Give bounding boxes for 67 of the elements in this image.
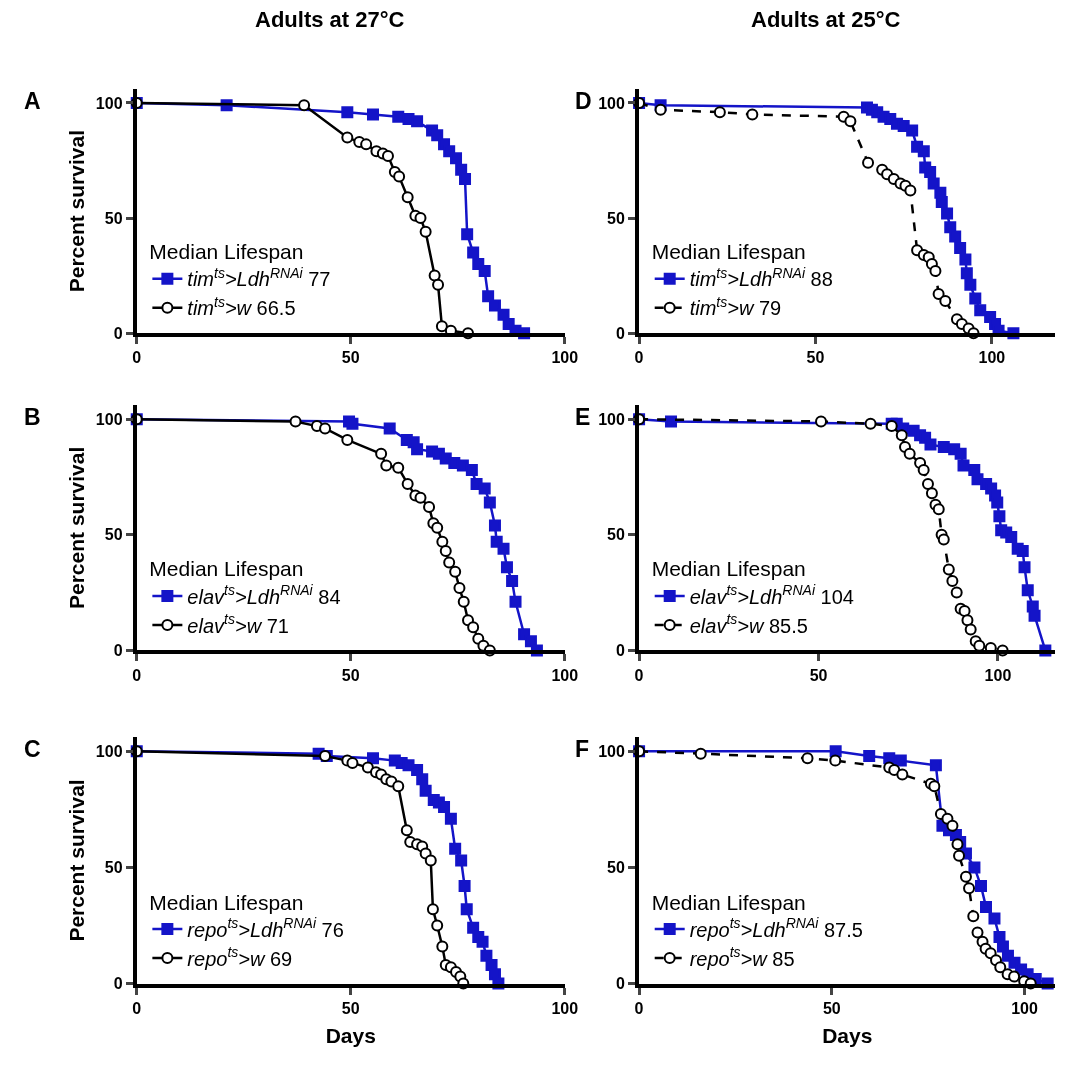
y-axis-title: Percent survival <box>65 446 89 609</box>
legend-title: Median Lifespan <box>651 890 806 914</box>
y-tick-label: 100 <box>598 410 625 428</box>
y-tick-label: 100 <box>598 94 625 112</box>
x-axis-title: Days <box>325 1024 376 1048</box>
x-tick-label: 50 <box>809 666 828 684</box>
x-tick-label: 100 <box>551 999 579 1017</box>
chart-title: Adults at 27°C <box>255 7 405 32</box>
chart-title: Adults at 25°C <box>751 7 901 32</box>
text: D <box>575 88 592 114</box>
legend-label: repo$^{ts}$>Ldh$^{RNAi}$ 87.5 <box>689 915 863 941</box>
legend-title: Median Lifespan <box>651 240 806 264</box>
y-axis-title: Percent survival <box>65 130 89 293</box>
y-tick-label: 0 <box>615 975 625 993</box>
legend-label: tim$^{ts}$>w 66.5 <box>187 294 296 320</box>
y-tick-label: 100 <box>598 742 625 760</box>
text: C <box>24 736 41 762</box>
y-tick-label: 100 <box>95 410 123 428</box>
y-axis-title: Percent survival <box>65 779 89 942</box>
legend-label: elav$^{ts}$>w 85.5 <box>689 611 808 637</box>
y-tick-label: 100 <box>95 742 123 760</box>
y-tick-label: 50 <box>607 859 625 877</box>
x-tick-label: 0 <box>634 999 644 1017</box>
y-tick-label: 50 <box>607 526 625 544</box>
x-axis-title: Days <box>822 1024 873 1048</box>
legend-label: elav$^{ts}$>Ldh$^{RNAi}$ 84 <box>187 582 341 608</box>
legend-label: elav$^{ts}$>w 71 <box>187 611 289 637</box>
legend-label: tim$^{ts}$>w 79 <box>689 294 782 320</box>
legend-label: repo$^{ts}$>Ldh$^{RNAi}$ 76 <box>187 915 344 941</box>
x-tick-label: 100 <box>551 666 579 684</box>
x-tick-label: 100 <box>1011 999 1038 1017</box>
legend-label: tim$^{ts}$>Ldh$^{RNAi}$ 88 <box>689 265 833 291</box>
y-tick-label: 50 <box>607 209 625 227</box>
y-tick-label: 0 <box>615 324 625 342</box>
legend-label: tim$^{ts}$>Ldh$^{RNAi}$ 77 <box>187 265 331 291</box>
y-tick-label: 0 <box>113 324 123 342</box>
legend-label: elav$^{ts}$>Ldh$^{RNAi}$ 104 <box>689 582 854 608</box>
x-tick-label: 100 <box>551 349 579 367</box>
x-tick-label: 0 <box>634 666 644 684</box>
y-tick-label: 50 <box>104 859 123 877</box>
x-tick-label: 50 <box>806 349 825 367</box>
legend-title: Median Lifespan <box>149 890 304 914</box>
text: F <box>575 736 590 762</box>
x-tick-label: 0 <box>132 666 142 684</box>
y-tick-label: 0 <box>113 641 123 659</box>
legend-label: repo$^{ts}$>w 85 <box>689 944 795 970</box>
legend-title: Median Lifespan <box>651 557 806 581</box>
x-tick-label: 50 <box>341 666 360 684</box>
x-tick-label: 0 <box>132 999 142 1017</box>
y-tick-label: 50 <box>104 526 123 544</box>
y-tick-label: 0 <box>615 641 625 659</box>
x-tick-label: 0 <box>132 349 142 367</box>
y-tick-label: 50 <box>104 209 123 227</box>
text: B <box>24 404 41 430</box>
x-tick-label: 50 <box>341 999 360 1017</box>
y-tick-label: 0 <box>113 975 123 993</box>
text: A <box>24 88 41 114</box>
x-tick-label: 50 <box>822 999 841 1017</box>
text: E <box>575 404 591 430</box>
legend-title: Median Lifespan <box>149 557 304 581</box>
x-tick-label: 100 <box>978 349 1006 367</box>
x-tick-label: 0 <box>634 349 644 367</box>
legend-label: repo$^{ts}$>w 69 <box>187 944 293 970</box>
x-tick-label: 50 <box>341 349 360 367</box>
y-tick-label: 100 <box>95 94 123 112</box>
x-tick-label: 100 <box>984 666 1012 684</box>
legend-title: Median Lifespan <box>149 240 304 264</box>
